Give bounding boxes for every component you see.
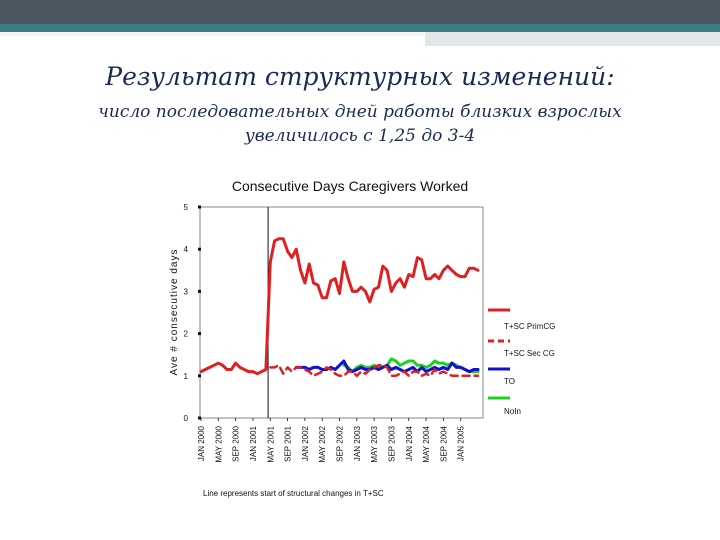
x-tick-label: JAN 2005 (457, 425, 466, 461)
x-tick-label: JAN 2000 (197, 425, 206, 461)
header-bar-light (425, 32, 720, 46)
y-tick-label: 4 (184, 245, 189, 254)
x-tick-label: MAY 2002 (318, 425, 327, 462)
chart-title: Consecutive Days Caregivers Worked (232, 178, 468, 194)
y-tick-mark (198, 289, 201, 293)
y-tick-label: 0 (184, 414, 189, 423)
y-tick-mark (198, 247, 201, 251)
series-line-t-sc-sec-cg (269, 364, 480, 378)
y-tick-mark (198, 416, 201, 420)
y-tick-mark (198, 332, 201, 336)
x-tick-label: SEP 2004 (439, 425, 448, 461)
legend-label: T+SC Sec CG (504, 349, 555, 358)
legend-label: NoIn (504, 407, 521, 416)
y-tick-mark (198, 205, 201, 209)
y-tick-label: 2 (184, 330, 189, 339)
x-tick-label: MAY 2001 (266, 425, 275, 462)
plot-area-frame (199, 206, 484, 419)
x-tick-label: MAY 2003 (370, 425, 379, 462)
series-line-t-sc-primcg (199, 237, 480, 376)
x-tick-label: JAN 2001 (249, 425, 258, 461)
x-tick-label: SEP 2002 (336, 425, 345, 461)
chart-annotation: Line represents start of structural chan… (203, 489, 384, 498)
x-tick-label: SEP 2003 (387, 425, 396, 461)
series-layer (199, 237, 480, 378)
y-tick-label: 5 (184, 203, 189, 212)
legend-label: TO (504, 377, 515, 386)
y-tick-mark (198, 374, 201, 378)
slide-title: Результат структурных изменений: (105, 62, 615, 91)
x-tick-label: SEP 2001 (284, 425, 293, 461)
x-tick-label: JAN 2003 (353, 425, 362, 461)
slide-subtitle: число последовательных дней работы близк… (60, 100, 660, 148)
x-tick-label: MAY 2004 (422, 425, 431, 462)
y-axis-label: Ave # consecutive days (169, 249, 180, 376)
header-bar-dark (0, 0, 720, 24)
header-bar-gap (0, 32, 425, 36)
header-bar-accent (0, 24, 720, 32)
subtitle-line-2: увеличилось с 1,25 до 3-4 (244, 126, 476, 146)
x-tick-label: SEP 2000 (232, 425, 241, 461)
legend: T+SC PrimCG T+SC Sec CG TO NoIn (488, 308, 555, 416)
x-ticks: JAN 2000 MAY 2000 SEP 2000 JAN 2001 MAY 2001… (197, 418, 466, 463)
y-tick-label: 3 (184, 287, 189, 296)
y-ticks: 0 1 2 3 4 5 (184, 203, 201, 423)
subtitle-line-1: число последовательных дней работы близк… (98, 102, 622, 122)
x-tick-label: MAY 2000 (214, 425, 223, 462)
y-tick-label: 1 (184, 372, 189, 381)
x-tick-label: JAN 2004 (405, 425, 414, 461)
series-line-to (294, 359, 480, 374)
x-tick-label: JAN 2002 (301, 425, 310, 461)
legend-label: T+SC PrimCG (504, 322, 555, 331)
